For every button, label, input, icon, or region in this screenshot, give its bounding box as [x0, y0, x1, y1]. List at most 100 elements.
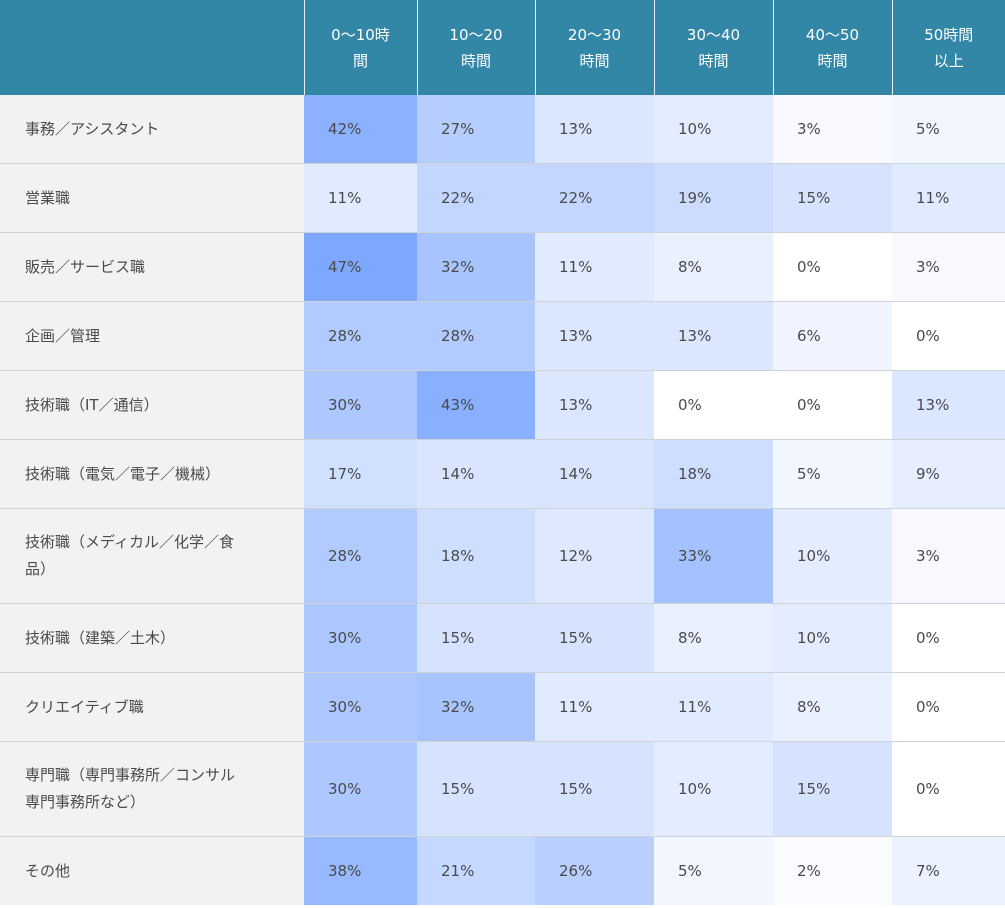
heatmap-cell: 0% [773, 370, 892, 440]
heatmap-cell: 47% [304, 232, 417, 302]
heatmap-cell: 28% [417, 301, 535, 371]
row-label-line: 品） [25, 560, 56, 578]
row-label: その他 [0, 836, 304, 905]
heatmap-cell: 30% [304, 741, 417, 837]
column-header-3: 30〜40 時間 [654, 0, 774, 95]
heatmap-cell: 32% [417, 232, 535, 302]
heatmap-cell: 11% [304, 163, 417, 233]
column-header-0: 0〜10時間 [304, 0, 418, 95]
heatmap-cell: 30% [304, 603, 417, 673]
table-row: クリエイティブ職 30% 32% 11% 11% 8% 0% [0, 672, 1005, 742]
table-row: 営業職 11% 22% 22% 19% 15% 11% [0, 163, 1005, 233]
heatmap-cell: 15% [417, 603, 535, 673]
heatmap-cell: 0% [892, 672, 1005, 742]
column-header-line: 50時間 [924, 25, 974, 44]
heatmap-cell: 5% [654, 836, 773, 905]
row-label: 技術職（IT／通信） [0, 370, 304, 440]
row-label: 事務／アシスタント [0, 95, 304, 164]
row-label-line: 技術職（メディカル／化学／食 [25, 533, 234, 551]
column-header-line: 時間 [698, 51, 729, 70]
row-label: 販売／サービス職 [0, 232, 304, 302]
heatmap-cell: 11% [535, 232, 654, 302]
row-label: 営業職 [0, 163, 304, 233]
heatmap-cell: 30% [304, 370, 417, 440]
heatmap-cell: 14% [417, 439, 535, 509]
heatmap-cell: 6% [773, 301, 892, 371]
table-row: 企画／管理 28% 28% 13% 13% 6% 0% [0, 301, 1005, 371]
heatmap-cell: 13% [535, 95, 654, 164]
heatmap-cell: 38% [304, 836, 417, 905]
row-label: 技術職（メディカル／化学／食 品） [0, 508, 304, 604]
corner-cell [0, 0, 305, 95]
heatmap-cell: 28% [304, 301, 417, 371]
row-label-line: 技術職（電気／電子／機械） [25, 464, 221, 483]
column-header-line: 以上 [933, 51, 964, 70]
row-label-line: クリエイティブ職 [25, 697, 144, 716]
table-row: 技術職（建築／土木） 30% 15% 15% 8% 10% 0% [0, 603, 1005, 673]
column-header-4: 40〜50 時間 [773, 0, 893, 95]
heatmap-cell: 13% [535, 370, 654, 440]
heatmap-cell: 3% [892, 232, 1005, 302]
column-header-line: 時間 [579, 51, 610, 70]
heatmap-cell: 18% [654, 439, 773, 509]
column-header-line: 30〜40 [686, 25, 741, 44]
heatmap-cell: 22% [417, 163, 535, 233]
heatmap-cell: 5% [773, 439, 892, 509]
heatmap-cell: 7% [892, 836, 1005, 905]
row-label-line: 専門事務所など） [25, 793, 146, 811]
heatmap-cell: 0% [892, 741, 1005, 837]
header-row: 0〜10時間 10〜20 時間 20〜30 時間 30〜40 時間 40〜50 時間 5… [0, 0, 1005, 95]
heatmap-cell: 5% [892, 95, 1005, 164]
row-label: 専門職（専門事務所／コンサル 専門事務所など） [0, 741, 304, 837]
heatmap-cell: 13% [654, 301, 773, 371]
heatmap-cell: 0% [892, 603, 1005, 673]
heatmap-cell: 18% [417, 508, 535, 604]
row-label-line: その他 [25, 861, 71, 880]
column-header-line: 時間 [460, 51, 491, 70]
heatmap-cell: 32% [417, 672, 535, 742]
heatmap-cell: 21% [417, 836, 535, 905]
table-row: その他 38% 21% 26% 5% 2% 7% [0, 836, 1005, 905]
heatmap-cell: 33% [654, 508, 773, 604]
column-header-line: 間 [352, 51, 368, 70]
heatmap-cell: 0% [892, 301, 1005, 371]
heatmap-cell: 0% [773, 232, 892, 302]
row-label-line: 企画／管理 [25, 326, 101, 345]
heatmap-cell: 43% [417, 370, 535, 440]
heatmap-cell: 12% [535, 508, 654, 604]
heatmap-cell: 9% [892, 439, 1005, 509]
heatmap-body: 事務／アシスタント 42% 27% 13% 10% 3% 5% 営業職 11% 22% 22% 19%… [0, 95, 1005, 905]
heatmap-cell: 11% [892, 163, 1005, 233]
row-label: 技術職（建築／土木） [0, 603, 304, 673]
heatmap-cell: 13% [892, 370, 1005, 440]
column-header-line: 0〜10時 [331, 25, 390, 44]
column-header-5: 50時間以上 [892, 0, 1005, 95]
heatmap-cell: 28% [304, 508, 417, 604]
heatmap-cell: 8% [654, 232, 773, 302]
table-row: 販売／サービス職 47% 32% 11% 8% 0% 3% [0, 232, 1005, 302]
column-header-2: 20〜30 時間 [535, 0, 655, 95]
heatmap-cell: 3% [773, 95, 892, 164]
row-label: 技術職（電気／電子／機械） [0, 439, 304, 509]
column-header-line: 40〜50 [805, 25, 860, 44]
heatmap-cell: 2% [773, 836, 892, 905]
row-label-line: 技術職（建築／土木） [25, 628, 176, 647]
heatmap-cell: 27% [417, 95, 535, 164]
table-row: 専門職（専門事務所／コンサル 専門事務所など） 30% 15% 15% 10% 15% 0% [0, 741, 1005, 837]
heatmap-cell: 0% [654, 370, 773, 440]
heatmap-cell: 11% [535, 672, 654, 742]
heatmap-cell: 22% [535, 163, 654, 233]
heatmap-cell: 15% [535, 741, 654, 837]
row-label-line: 専門職（専門事務所／コンサル [25, 766, 236, 784]
column-header-line: 20〜30 [567, 25, 622, 44]
heatmap-cell: 15% [535, 603, 654, 673]
heatmap-cell: 42% [304, 95, 417, 164]
heatmap-cell: 26% [535, 836, 654, 905]
column-header-line: 10〜20 [449, 25, 503, 44]
heatmap-cell: 10% [654, 95, 773, 164]
row-label-line: 営業職 [25, 188, 71, 207]
row-label: 企画／管理 [0, 301, 304, 371]
row-label: クリエイティブ職 [0, 672, 304, 742]
heatmap-cell: 15% [773, 741, 892, 837]
